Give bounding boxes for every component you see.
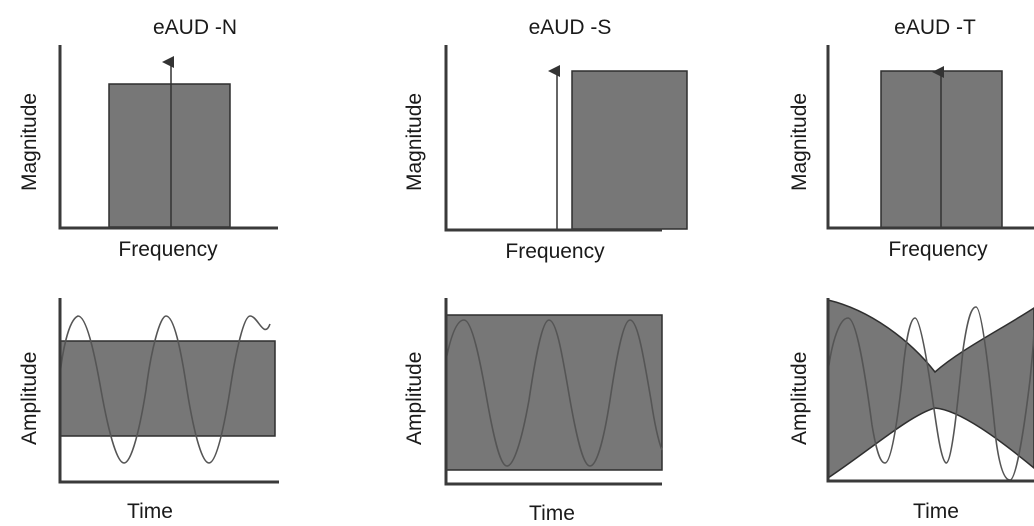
freq-plot-n xyxy=(58,45,278,230)
sine-wave-s xyxy=(445,319,663,467)
sine-wave-n xyxy=(59,315,271,464)
time-label-t: Time xyxy=(913,500,959,523)
time-axes-t xyxy=(826,298,1034,483)
freq-axes-s xyxy=(444,45,662,232)
title-eaud-n: eAUD -N xyxy=(152,16,237,39)
freq-plot-t xyxy=(826,45,1034,230)
noise-band-s xyxy=(445,314,663,471)
spectrum-band-s xyxy=(571,70,688,230)
time-axes-s xyxy=(444,298,662,486)
noise-band-n xyxy=(59,340,276,437)
title-eaud-t: eAUD -T xyxy=(894,16,976,39)
time-plot-s xyxy=(444,298,663,486)
title-eaud-s: eAUD -S xyxy=(528,16,612,39)
freq-plot-s xyxy=(444,45,688,232)
freq-axes-t xyxy=(826,45,1034,230)
frequency-label-t: Frequency xyxy=(888,238,988,261)
time-label-n: Time xyxy=(127,500,173,523)
time-label-s: Time xyxy=(529,502,575,525)
frequency-label-s: Frequency xyxy=(505,240,605,263)
time-plot-n xyxy=(58,298,279,484)
time-axes-n xyxy=(58,298,279,484)
freq-axes-n xyxy=(58,45,278,230)
time-plot-t xyxy=(826,298,1034,483)
frequency-label-n: Frequency xyxy=(118,238,218,261)
spectrum-band-n xyxy=(108,83,231,228)
